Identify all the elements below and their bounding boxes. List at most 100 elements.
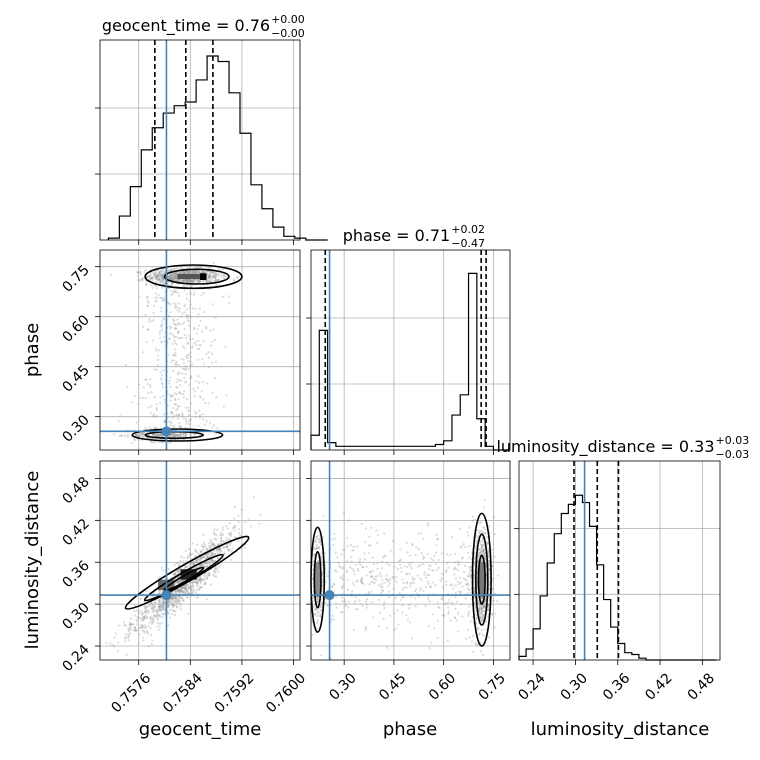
sample-point	[212, 261, 215, 265]
sample-point	[399, 598, 403, 601]
sample-point	[453, 573, 456, 576]
sample-point	[198, 281, 201, 284]
sample-point	[464, 578, 467, 581]
sample-point	[365, 598, 369, 601]
sample-point	[207, 274, 210, 278]
sample-point	[480, 628, 483, 632]
sample-point	[418, 577, 421, 580]
sample-point	[182, 362, 186, 365]
sample-point	[191, 552, 195, 555]
sample-point	[193, 581, 196, 584]
sample-point	[216, 552, 219, 555]
sample-point	[198, 279, 201, 283]
sample-point	[182, 271, 186, 275]
sample-point	[188, 279, 191, 282]
sample-point	[155, 277, 158, 280]
sample-point	[441, 614, 444, 617]
sample-point	[161, 275, 164, 278]
sample-point	[159, 281, 162, 284]
sample-point	[153, 395, 156, 399]
sample-point	[420, 552, 423, 555]
sample-point	[168, 277, 171, 281]
sample-point	[191, 542, 194, 545]
sample-point	[447, 566, 450, 569]
sample-point	[175, 290, 178, 293]
sample-point	[169, 399, 172, 402]
sample-point	[435, 544, 438, 547]
sample-point	[214, 272, 217, 276]
sample-point	[213, 570, 216, 573]
sample-point	[454, 561, 457, 564]
sample-point	[198, 271, 201, 274]
sample-point	[177, 337, 180, 340]
sample-point	[247, 518, 250, 521]
sample-point	[318, 546, 321, 549]
sample-point	[437, 566, 440, 569]
sample-point	[456, 563, 460, 567]
y-tick-label: 0.30	[59, 600, 92, 633]
sample-point	[480, 597, 483, 600]
sample-point	[479, 551, 482, 554]
sample-point	[393, 611, 396, 615]
sample-point	[137, 278, 141, 282]
sample-point	[207, 356, 210, 359]
sample-point	[136, 271, 139, 274]
sample-point	[157, 271, 161, 275]
sample-point	[142, 639, 145, 642]
sample-point	[357, 567, 360, 571]
sample-point	[149, 384, 152, 387]
sample-point	[116, 641, 120, 644]
sample-point	[192, 583, 195, 587]
sample-point	[460, 603, 463, 606]
sample-point	[401, 588, 404, 591]
sample-point	[330, 618, 333, 621]
sample-point	[197, 269, 200, 272]
sample-point	[162, 275, 165, 278]
sample-point	[170, 273, 174, 277]
sample-point	[493, 626, 496, 629]
sample-point	[441, 598, 444, 601]
sample-point	[231, 547, 234, 550]
sample-point	[197, 358, 200, 362]
sample-point	[387, 584, 390, 587]
sample-point	[189, 278, 192, 282]
sample-point	[187, 271, 190, 274]
sample-point	[465, 583, 468, 586]
sample-point	[352, 549, 355, 552]
sample-point	[426, 553, 429, 556]
sample-point	[168, 609, 171, 612]
sample-point	[193, 326, 196, 329]
sample-point	[324, 572, 328, 575]
sample-point	[450, 601, 453, 604]
sample-point	[370, 590, 373, 593]
sample-point	[210, 362, 214, 365]
sample-point	[471, 615, 474, 619]
sample-point	[166, 268, 170, 271]
sample-point	[426, 580, 429, 583]
sample-point	[177, 397, 180, 401]
sample-point	[348, 519, 351, 522]
sample-point	[133, 394, 137, 398]
sample-point	[471, 519, 474, 522]
sample-point	[153, 426, 157, 429]
sample-point	[187, 278, 190, 282]
sample-point	[405, 586, 408, 589]
sample-point	[342, 583, 345, 586]
sample-point	[151, 286, 154, 290]
sample-point	[441, 572, 444, 576]
sample-point	[459, 591, 462, 595]
sample-point	[160, 297, 163, 300]
sample-point	[206, 276, 209, 279]
sample-point	[170, 278, 174, 281]
sample-point	[454, 607, 457, 611]
sample-point	[138, 295, 141, 298]
sample-point	[137, 434, 140, 438]
sample-point	[185, 422, 188, 425]
y-tick-label: 0.45	[59, 362, 92, 395]
sample-point	[144, 396, 147, 400]
sample-point	[175, 343, 179, 346]
sample-point	[381, 585, 384, 589]
panel-title: geocent_time = 0.76 +0.00−0.00	[102, 13, 305, 40]
sample-point	[321, 563, 324, 566]
sample-point	[193, 271, 197, 274]
